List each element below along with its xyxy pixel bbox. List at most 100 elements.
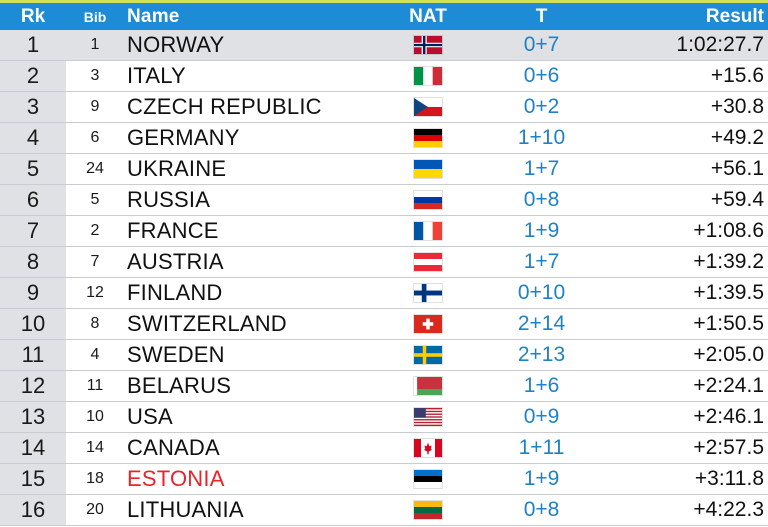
- nation-name[interactable]: ESTONIA: [127, 466, 225, 491]
- nation-name[interactable]: SWEDEN: [127, 342, 225, 367]
- header-name[interactable]: Name: [127, 5, 180, 27]
- table-body: 1 1 NORWAY 0+7 1:02:27.7 2 3 ITALY 0+6 +15.6 3 9 CZE…: [0, 30, 768, 526]
- result-time: +1:50.5: [693, 312, 764, 335]
- nation-name[interactable]: UKRAINE: [127, 156, 227, 181]
- switzerland-flag-icon: [414, 315, 442, 333]
- nation-flag-cell: [402, 284, 454, 302]
- shooting-penalties: 0+7: [523, 33, 560, 56]
- bib-cell: 14: [86, 439, 104, 456]
- rank-cell: 16: [0, 495, 66, 525]
- table-row[interactable]: 11 4 SWEDEN 2+13 +2:05.0: [0, 340, 768, 371]
- nation-name[interactable]: LITHUANIA: [127, 497, 244, 522]
- table-header: Rk Bib Name NAT T Result: [0, 3, 768, 30]
- accent-line: [0, 0, 768, 3]
- result-time: +59.4: [710, 188, 764, 211]
- table-row[interactable]: 10 8 SWITZERLAND 2+14 +1:50.5: [0, 309, 768, 340]
- nation-name[interactable]: FRANCE: [127, 218, 219, 243]
- bib-cell: 1: [90, 36, 100, 53]
- table-row[interactable]: 6 5 RUSSIA 0+8 +59.4: [0, 185, 768, 216]
- nation-name[interactable]: USA: [127, 404, 173, 429]
- table-row[interactable]: 15 18 ESTONIA 1+9 +3:11.8: [0, 464, 768, 495]
- nation-flag-cell: [402, 346, 454, 364]
- result-time: +1:39.2: [693, 250, 764, 273]
- nation-name[interactable]: BELARUS: [127, 373, 232, 398]
- table-row[interactable]: 3 9 CZECH REPUBLIC 0+2 +30.8: [0, 92, 768, 123]
- finland-flag-icon: [414, 284, 442, 302]
- shooting-penalties: 0+10: [517, 281, 566, 304]
- bib-cell: 5: [90, 191, 100, 208]
- result-time: +56.1: [710, 157, 764, 180]
- header-nation[interactable]: NAT: [409, 5, 447, 27]
- shooting-penalties: 1+11: [518, 436, 565, 459]
- rank-cell: 10: [0, 309, 66, 339]
- estonia-flag-icon: [414, 470, 442, 488]
- table-row[interactable]: 4 6 GERMANY 1+10 +49.2: [0, 123, 768, 154]
- nation-flag-cell: [402, 222, 454, 240]
- nation-flag-cell: [402, 129, 454, 147]
- nation-name[interactable]: FINLAND: [127, 280, 223, 305]
- table-row[interactable]: 1 1 NORWAY 0+7 1:02:27.7: [0, 30, 768, 61]
- nation-flag-cell: [402, 36, 454, 54]
- bib-cell: 3: [90, 67, 100, 84]
- header-shooting[interactable]: T: [535, 5, 548, 27]
- italy-flag-icon: [414, 67, 442, 85]
- bib-cell: 6: [90, 129, 100, 146]
- rank-cell: 2: [0, 61, 66, 91]
- nation-flag-cell: [402, 315, 454, 333]
- table-row[interactable]: 2 3 ITALY 0+6 +15.6: [0, 61, 768, 92]
- header-bib[interactable]: Bib: [83, 8, 107, 25]
- result-time: +3:11.8: [694, 467, 764, 490]
- nation-name[interactable]: GERMANY: [127, 125, 240, 150]
- nation-name[interactable]: NORWAY: [127, 32, 225, 57]
- lithuania-flag-icon: [414, 501, 442, 519]
- result-time: +4:22.3: [693, 498, 764, 521]
- nation-flag-cell: [402, 439, 454, 457]
- nation-flag-cell: [402, 470, 454, 488]
- nation-flag-cell: [402, 408, 454, 426]
- table-row[interactable]: 12 11 BELARUS 1+6 +2:24.1: [0, 371, 768, 402]
- rank-cell: 6: [0, 185, 66, 215]
- table-row[interactable]: 9 12 FINLAND 0+10 +1:39.5: [0, 278, 768, 309]
- rank-cell: 1: [0, 30, 66, 60]
- result-time: +30.8: [710, 95, 764, 118]
- table-row[interactable]: 5 24 UKRAINE 1+7 +56.1: [0, 154, 768, 185]
- nation-flag-cell: [402, 67, 454, 85]
- shooting-penalties: 1+10: [517, 126, 566, 149]
- nation-name[interactable]: AUSTRIA: [127, 249, 224, 274]
- rank-cell: 13: [0, 402, 66, 432]
- result-time: +2:57.5: [693, 436, 764, 459]
- table-row[interactable]: 8 7 AUSTRIA 1+7 +1:39.2: [0, 247, 768, 278]
- result-time: 1:02:27.7: [676, 33, 764, 56]
- result-time: +2:24.1: [693, 374, 764, 397]
- rank-cell: 8: [0, 247, 66, 277]
- result-time: +15.6: [710, 64, 764, 87]
- france-flag-icon: [414, 222, 442, 240]
- bib-cell: 8: [90, 315, 100, 332]
- nation-name[interactable]: RUSSIA: [127, 187, 211, 212]
- table-row[interactable]: 13 10 USA 0+9 +2:46.1: [0, 402, 768, 433]
- nation-name[interactable]: CANADA: [127, 435, 220, 460]
- shooting-penalties: 1+9: [523, 467, 560, 490]
- shooting-penalties: 1+9: [523, 219, 560, 242]
- austria-flag-icon: [414, 253, 442, 271]
- nation-name[interactable]: CZECH REPUBLIC: [127, 94, 322, 119]
- table-row[interactable]: 14 14 CANADA 1+11 +2:57.5: [0, 433, 768, 464]
- table-row[interactable]: 7 2 FRANCE 1+9 +1:08.6: [0, 216, 768, 247]
- bib-cell: 4: [90, 346, 100, 363]
- rank-cell: 14: [0, 433, 66, 463]
- sweden-flag-icon: [414, 346, 442, 364]
- shooting-penalties: 2+14: [517, 312, 566, 335]
- shooting-penalties: 0+8: [523, 498, 560, 521]
- usa-flag-icon: [414, 408, 442, 426]
- shooting-penalties: 2+13: [517, 343, 566, 366]
- nation-flag-cell: [402, 501, 454, 519]
- rank-cell: 7: [0, 216, 66, 246]
- result-time: +2:46.1: [693, 405, 764, 428]
- nation-name[interactable]: ITALY: [127, 63, 186, 88]
- shooting-penalties: 0+2: [523, 95, 560, 118]
- header-rank[interactable]: Rk: [20, 5, 46, 27]
- table-row[interactable]: 16 20 LITHUANIA 0+8 +4:22.3: [0, 495, 768, 526]
- bib-cell: 9: [90, 98, 100, 115]
- header-result[interactable]: Result: [705, 5, 764, 27]
- nation-name[interactable]: SWITZERLAND: [127, 311, 287, 336]
